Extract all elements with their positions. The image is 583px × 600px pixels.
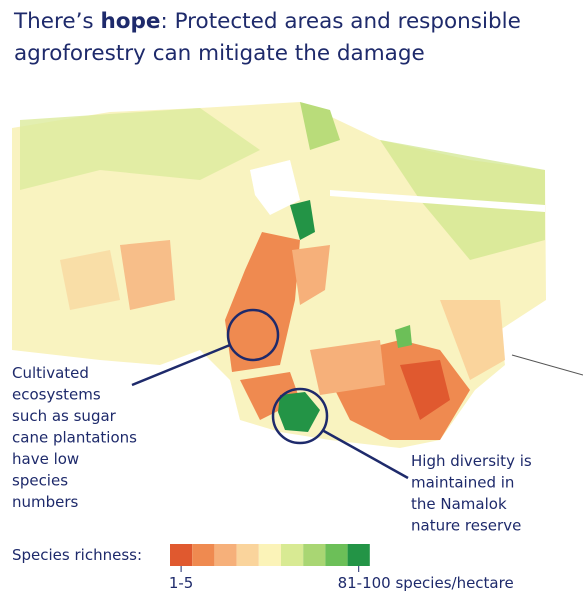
legend-swatch: [214, 544, 237, 566]
title-part: : Protected areas and responsible agrofo…: [14, 9, 521, 66]
map-gap: [250, 160, 300, 215]
legend-swatch: [325, 544, 348, 566]
legend-min-label: 1-5: [169, 574, 194, 592]
title-part: There’s: [14, 9, 101, 34]
callout-line: [321, 428, 409, 480]
map-area: [20, 108, 260, 190]
callout-line: [131, 343, 231, 387]
map-area: [395, 325, 412, 348]
map-area: [300, 102, 340, 150]
map-area: [310, 340, 385, 395]
legend-swatch: [236, 544, 259, 566]
legend-max-label: 81-100 species/hectare: [338, 574, 514, 592]
annotation-line: numbers: [12, 493, 79, 511]
annotation-line: Cultivated: [12, 364, 89, 382]
annotation-line: such as sugar: [12, 407, 117, 425]
legend-swatch: [303, 544, 326, 566]
legend-swatch: [258, 544, 281, 566]
map-area: [240, 372, 300, 420]
legend-swatch: [281, 544, 304, 566]
legend: Species richness: 1-5 81-100 species/hecta…: [12, 544, 514, 592]
callout-circle: [271, 387, 329, 445]
annotation-line: nature reserve: [411, 517, 521, 535]
map-area: [225, 232, 300, 372]
title-emphasis: hope: [100, 9, 161, 34]
map-gap: [330, 190, 545, 212]
annotations: Cultivated ecosystems such as sugar cane pl…: [12, 364, 532, 535]
map-area: [400, 360, 450, 420]
callout-circle: [226, 308, 280, 362]
title: There’s hope: Protected areas and respon…: [14, 6, 574, 70]
map-area: [120, 240, 175, 310]
map-area: [440, 300, 505, 380]
annotation-line: the Namalok: [411, 495, 507, 513]
map-area: [278, 392, 320, 432]
annotation-line: species: [12, 472, 68, 490]
map-edge-line: [511, 354, 583, 376]
annotation-line: cane plantations: [12, 429, 137, 447]
legend-label: Species richness:: [12, 546, 142, 564]
legend-swatch: [192, 544, 215, 566]
annotation-line: High diversity is: [411, 452, 532, 470]
legend-swatch: [347, 544, 370, 566]
map-area: [292, 245, 330, 305]
map-area: [290, 200, 315, 240]
annotation-line: ecosystems: [12, 386, 101, 404]
legend-swatch: [170, 544, 193, 566]
annotation-line: maintained in: [411, 474, 514, 492]
map-area: [60, 250, 120, 310]
annotation-line: have low: [12, 450, 79, 468]
